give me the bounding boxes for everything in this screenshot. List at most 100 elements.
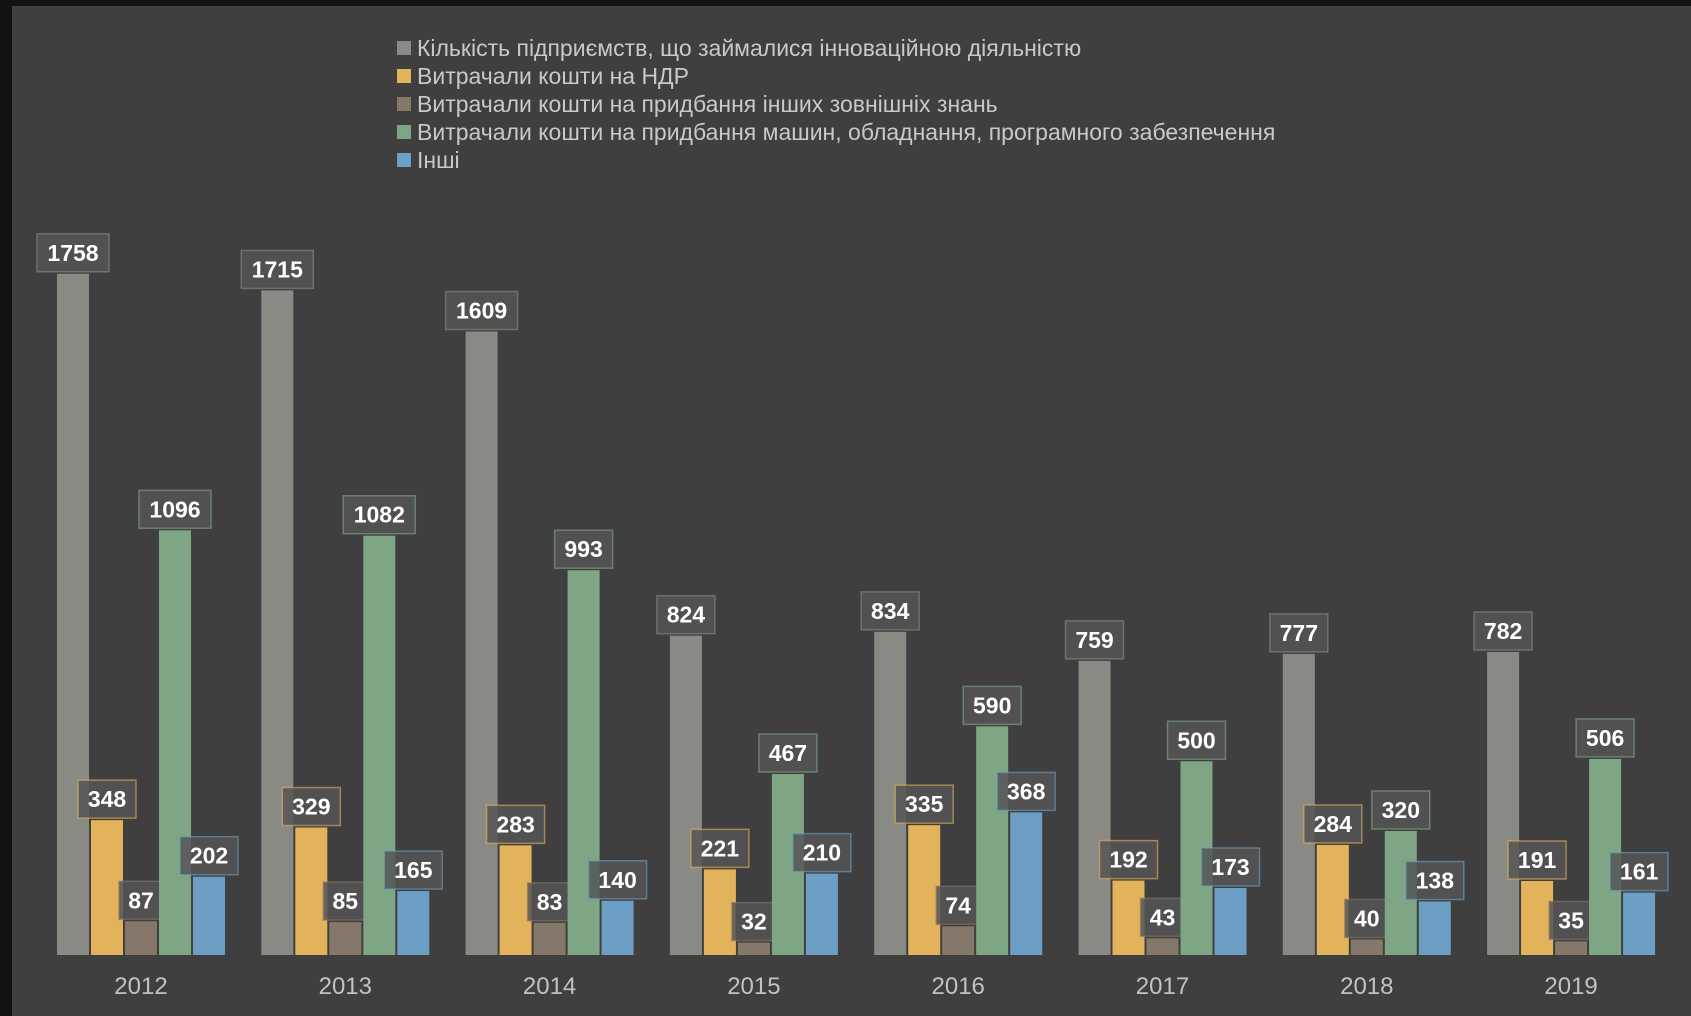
data-label-box <box>36 233 110 273</box>
legend-item[interactable]: Витрачали кошти на НДР <box>397 62 1275 90</box>
data-label: 210 <box>803 840 841 866</box>
legend-item[interactable]: Інші <box>397 146 1275 174</box>
data-label-box <box>1507 840 1567 880</box>
data-label: 1082 <box>354 502 405 528</box>
bar[interactable] <box>1112 880 1145 955</box>
data-label: 202 <box>190 843 228 869</box>
data-label-box <box>553 529 614 569</box>
bar[interactable] <box>193 876 225 955</box>
bar[interactable] <box>261 290 294 955</box>
data-label-box <box>1064 620 1125 660</box>
bar[interactable] <box>57 273 89 955</box>
data-label: 1096 <box>149 496 200 522</box>
bar[interactable] <box>1418 901 1451 955</box>
data-label-box <box>1548 900 1594 941</box>
data-label-box <box>1303 804 1363 844</box>
data-label-box <box>792 832 852 873</box>
legend-label: Витрачали кошти на придбання машин, обла… <box>417 118 1276 145</box>
data-label-box <box>1200 847 1261 887</box>
data-label-box <box>996 771 1056 812</box>
bar[interactable] <box>1078 660 1111 955</box>
bar[interactable] <box>329 922 362 955</box>
bar[interactable] <box>737 942 770 955</box>
data-label: 138 <box>1416 868 1455 894</box>
bar[interactable] <box>159 530 191 955</box>
bar[interactable] <box>805 873 838 955</box>
bar[interactable] <box>125 921 157 955</box>
data-label-box <box>656 594 716 635</box>
data-label: 1758 <box>47 240 98 266</box>
x-tick-label: 2012 <box>114 973 167 1000</box>
bar[interactable] <box>499 845 532 955</box>
bar[interactable] <box>1146 938 1179 955</box>
data-label: 35 <box>1558 907 1584 933</box>
data-label: 1715 <box>252 256 303 282</box>
data-label: 83 <box>537 889 563 915</box>
data-label-box <box>1405 860 1465 901</box>
data-label: 221 <box>701 835 740 861</box>
bar[interactable] <box>1350 939 1383 956</box>
bar[interactable] <box>976 726 1009 955</box>
bar[interactable] <box>1010 812 1043 955</box>
data-label: 74 <box>945 892 971 918</box>
bar[interactable] <box>363 535 396 955</box>
data-label: 759 <box>1075 627 1113 653</box>
bar[interactable] <box>942 926 975 955</box>
data-label-box <box>962 685 1022 726</box>
data-label: 348 <box>88 786 127 812</box>
data-label-box <box>935 885 981 926</box>
x-tick-label: 2016 <box>932 973 985 1000</box>
data-label: 284 <box>1314 811 1353 837</box>
bar[interactable] <box>1623 892 1656 955</box>
x-tick-label: 2018 <box>1340 973 1393 1000</box>
data-label-box <box>1575 718 1635 758</box>
legend-item[interactable]: Витрачали кошти на придбання інших зовні… <box>397 90 1275 118</box>
data-label: 834 <box>871 598 910 624</box>
data-label-box <box>179 835 239 876</box>
data-label: 40 <box>1354 906 1380 932</box>
data-label: 283 <box>496 811 534 837</box>
bar[interactable] <box>533 922 566 955</box>
data-label: 368 <box>1007 778 1046 804</box>
bar[interactable] <box>465 331 498 955</box>
data-label-box <box>1139 897 1186 938</box>
bar[interactable] <box>908 825 941 955</box>
data-label: 43 <box>1150 904 1176 930</box>
data-label-box <box>758 733 818 773</box>
data-label: 191 <box>1518 847 1557 873</box>
data-label: 320 <box>1382 797 1420 823</box>
data-label: 140 <box>598 867 636 893</box>
data-label: 506 <box>1586 725 1624 751</box>
x-tick-label: 2013 <box>319 973 372 1000</box>
bar[interactable] <box>1555 941 1588 955</box>
bar[interactable] <box>397 891 430 955</box>
data-label: 165 <box>394 857 433 883</box>
legend-item[interactable]: Кількість підприємств, що займалися інно… <box>397 34 1275 62</box>
bar[interactable] <box>1214 887 1247 955</box>
data-label-box <box>690 828 750 869</box>
data-label: 87 <box>128 887 154 913</box>
data-label-box <box>587 860 648 900</box>
data-label-box <box>1371 790 1431 830</box>
data-label-box <box>1609 851 1669 892</box>
data-label-box <box>118 880 164 921</box>
bar[interactable] <box>601 900 634 955</box>
data-label: 32 <box>741 909 767 935</box>
data-label: 173 <box>1211 854 1249 880</box>
bar[interactable] <box>1487 651 1520 955</box>
data-label: 777 <box>1280 620 1318 646</box>
bar[interactable] <box>295 827 328 955</box>
legend-item[interactable]: Витрачали кошти на придбання машин, обла… <box>397 118 1275 146</box>
bar[interactable] <box>1521 880 1554 955</box>
data-label-box <box>894 784 954 824</box>
data-label-box <box>342 494 417 535</box>
bar[interactable] <box>1316 844 1349 955</box>
data-label-box <box>485 804 546 845</box>
x-tick-label: 2014 <box>523 973 576 1000</box>
legend-label: Кількість підприємств, що займалися інно… <box>417 34 1082 61</box>
data-label-box <box>444 290 519 331</box>
bar[interactable] <box>91 820 123 955</box>
x-tick-label: 2015 <box>727 973 780 1000</box>
bar[interactable] <box>669 635 702 955</box>
bar[interactable] <box>703 869 736 955</box>
